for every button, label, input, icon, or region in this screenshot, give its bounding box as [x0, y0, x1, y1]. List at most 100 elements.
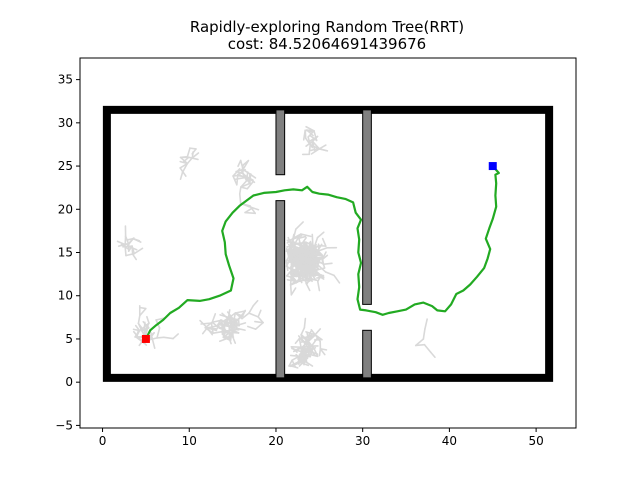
tree-edge [302, 349, 309, 357]
tree-edge [117, 243, 126, 247]
tree-edge [244, 207, 253, 214]
tree-edge [187, 156, 199, 161]
tree-edge [317, 264, 327, 273]
tree-edge [231, 335, 237, 344]
tree-edge [231, 320, 235, 332]
tree-edge [222, 328, 226, 339]
tree-edge [286, 239, 296, 247]
tree-edge [132, 330, 140, 339]
chart-subtitle: cost: 84.52064691439676 [228, 35, 426, 53]
tree-edge [133, 247, 144, 255]
tree-edge [313, 347, 319, 358]
tree-edge [290, 345, 298, 353]
tree-edge [307, 269, 318, 273]
tree-edge [242, 159, 250, 166]
tree-edge [155, 317, 165, 321]
tree-edge [191, 148, 197, 155]
tree-edge [314, 270, 325, 279]
y-tick-label: 0 [65, 375, 73, 389]
x-tick-label: 40 [442, 434, 457, 448]
obstacle [362, 109, 372, 305]
y-tick-label: 20 [58, 202, 73, 216]
tree-edge [179, 160, 189, 165]
obstacle [275, 109, 286, 176]
tree-edge [124, 245, 127, 257]
tree-edge [414, 338, 425, 347]
tree-edge [201, 327, 209, 335]
tree-edge [311, 233, 314, 246]
tree-edge [309, 271, 313, 283]
tree-edge [300, 236, 307, 246]
tree-edge [290, 255, 298, 263]
tree-edge [422, 328, 426, 340]
tree-edge [317, 246, 328, 252]
tree-edge [302, 263, 311, 271]
tree-edge [248, 312, 259, 318]
tree-edge [151, 337, 156, 349]
tree-edge [288, 359, 293, 367]
tree-edge [290, 287, 297, 296]
tree-edge [308, 144, 312, 156]
tree-edge [232, 175, 238, 186]
goal-marker [488, 162, 497, 171]
tree-edge [314, 334, 323, 341]
tree-edge [182, 156, 190, 163]
tree-edge [246, 181, 254, 190]
tree-edge [226, 317, 235, 321]
tree-edge [236, 173, 239, 186]
tree-edge [424, 318, 428, 330]
tree-edge [257, 316, 264, 324]
tree-edge [430, 351, 436, 359]
tree-edge [309, 134, 318, 142]
tree-edge [319, 348, 328, 351]
tree-edge [295, 221, 304, 230]
tree-edge [316, 267, 326, 271]
tree-edge [234, 310, 247, 314]
tree-edge [287, 236, 298, 242]
tree-edge [299, 264, 308, 267]
tree-edge [247, 325, 257, 330]
tree-edge [423, 343, 432, 354]
tree-edge [137, 314, 141, 325]
tree-edge [302, 347, 312, 356]
plot-area [102, 105, 554, 382]
tree-edge [314, 258, 325, 265]
tree-edge [317, 244, 327, 247]
tree-edge [294, 337, 301, 345]
tree-edge [233, 316, 241, 325]
tree-edge [211, 313, 217, 324]
tree-edge [248, 173, 252, 184]
tree-edge [206, 327, 214, 336]
tree-edge [298, 235, 307, 240]
tree-edge [314, 328, 322, 336]
tree-edge [293, 250, 304, 255]
tree-edge [181, 162, 189, 174]
tree-edge [300, 233, 312, 238]
tree-edge [232, 168, 241, 177]
tree-edge [241, 164, 244, 174]
tree-edge [162, 336, 174, 340]
tree-edge [314, 254, 324, 257]
tree-edge [304, 334, 313, 339]
tree-edge [311, 140, 316, 152]
tree-edge [248, 304, 255, 314]
tree-edge [131, 253, 137, 261]
tree-edge [303, 256, 315, 261]
tree-edge [252, 299, 259, 307]
tree-edge [136, 326, 145, 333]
tree-edge [225, 328, 231, 336]
tree-edge [257, 309, 262, 318]
tree-edge [241, 309, 246, 318]
tree-edge [310, 147, 321, 155]
y-tick-label: 25 [58, 159, 73, 173]
x-tick-label: 20 [268, 434, 283, 448]
tree-edge [300, 351, 309, 360]
tree-edge [244, 211, 257, 215]
tree-edge [206, 327, 218, 332]
tree-edge [290, 270, 301, 277]
y-tick-label: 15 [58, 246, 73, 260]
tree-edge [294, 234, 301, 244]
tree-edge [241, 312, 250, 320]
tree-edge [289, 284, 293, 296]
x-tick-label: 30 [355, 434, 370, 448]
